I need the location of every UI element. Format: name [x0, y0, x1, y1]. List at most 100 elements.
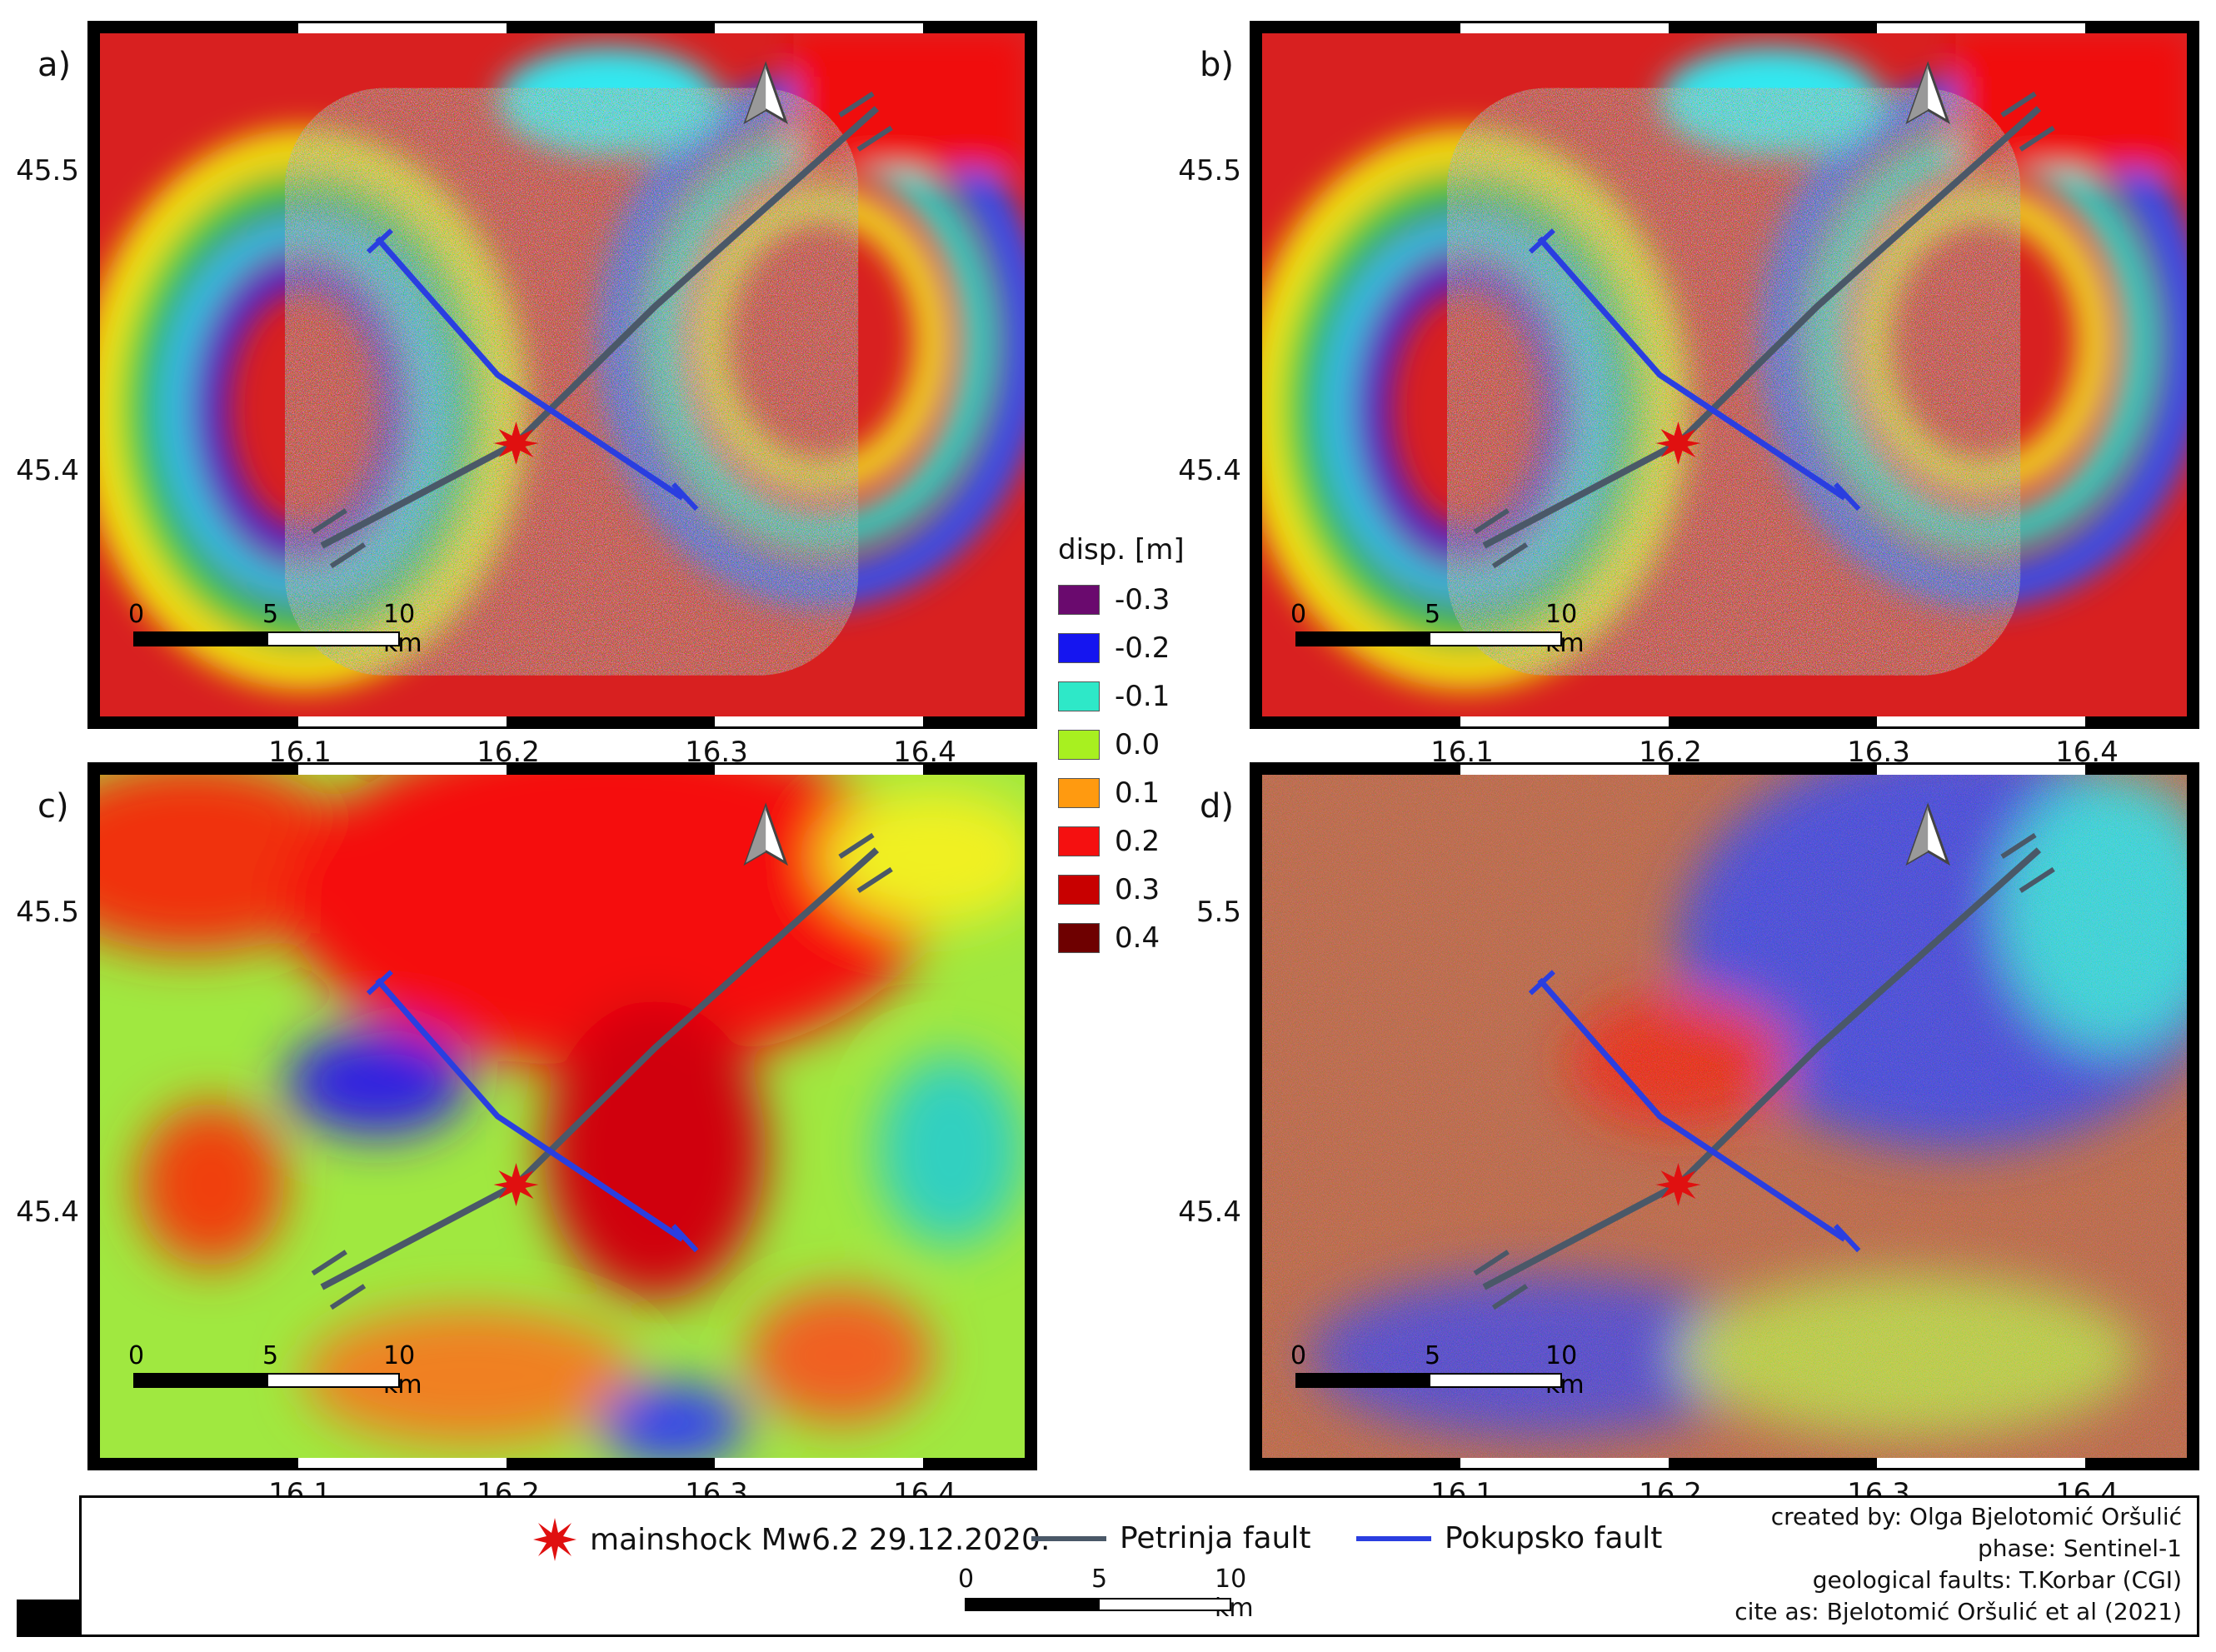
mainshock-star-icon: [1655, 1163, 1701, 1206]
credit-line: geological faults: T.Korbar (CGI): [1812, 1566, 2182, 1594]
scalebar-label-5: 5: [262, 600, 279, 629]
north-arrow-icon: [743, 61, 788, 125]
petrinja-fault-line: [1482, 106, 2042, 549]
legend-swatch: [1058, 585, 1100, 615]
legend-value: -0.2: [1115, 631, 1170, 665]
panel-label: b): [1200, 46, 1234, 84]
legend-entry: -0.1: [1058, 680, 1170, 713]
legend-swatch: [1058, 826, 1100, 856]
y-tick-label: 45.5: [1178, 154, 1241, 187]
legend-title: disp. [m]: [1058, 533, 1185, 566]
legend-swatch: [1058, 681, 1100, 711]
map-panel-b: b) 45.5 45.4 16.1 16.2 16.3 16.4 0 5 10 km: [1178, 21, 2216, 779]
legend-swatch: [1058, 923, 1100, 953]
legend-value: 0.0: [1115, 728, 1160, 761]
scalebar-label-5: 5: [1425, 1341, 1441, 1370]
scalebar-label-10: 10 km: [1545, 1341, 1585, 1400]
north-arrow-icon: [743, 802, 788, 866]
legend-pokupsko: Pokupsko fault: [1356, 1521, 1662, 1555]
credit-line: phase: Sentinel-1: [1978, 1535, 2182, 1562]
map-panel-a: a) 45.5 45.4 16.1 16.2 16.3 16.4 0 5 10 km: [16, 21, 1162, 779]
legend-swatch: [1058, 875, 1100, 905]
legend-value: -0.3: [1115, 583, 1170, 616]
displacement-map: [1262, 33, 2187, 716]
scalebar-label-0: 0: [128, 600, 145, 629]
mainshock-star-icon: [493, 422, 539, 465]
y-tick-label: 45.4: [16, 1195, 79, 1229]
legend-swatch: [1058, 730, 1100, 760]
scalebar-label-0: 0: [958, 1565, 975, 1594]
petrinja-line-icon: [1031, 1535, 1106, 1541]
panel-scalebar: 0 5 10 km: [128, 600, 422, 658]
panel-label: a): [37, 46, 72, 84]
north-arrow-icon: [1905, 61, 1950, 125]
legend-entry: 0.1: [1058, 776, 1160, 810]
pokupsko-fault-line: [375, 236, 685, 501]
panel-scalebar: 0 5 10 km: [1290, 600, 1585, 658]
legend-swatch: [1058, 633, 1100, 663]
petrinja-label: Petrinja fault: [1120, 1521, 1311, 1555]
y-tick-label: 45.4: [1178, 1195, 1241, 1229]
scalebar-label-10: 10 km: [383, 600, 422, 658]
north-arrow-icon: [1905, 802, 1950, 866]
legend-value: 0.3: [1115, 873, 1160, 906]
displacement-map: [100, 775, 1025, 1458]
scalebar-label-10: 10 km: [1215, 1565, 1254, 1623]
scalebar-label-5: 5: [262, 1341, 279, 1370]
legend-entry: 0.3: [1058, 873, 1160, 906]
petrinja-fault-line: [320, 847, 880, 1290]
map-frame: [87, 762, 1037, 1470]
mainshock-star-icon: [493, 1163, 539, 1206]
credit-line: created by: Olga Bjelotomić Oršulić: [1770, 1503, 2182, 1530]
scalebar-label-0: 0: [1290, 600, 1307, 629]
star-icon: [533, 1518, 576, 1561]
panel-label: c): [37, 787, 69, 826]
corner-block: [17, 1600, 79, 1637]
pokupsko-label: Pokupsko fault: [1445, 1521, 1663, 1555]
y-tick-label: 45.4: [1178, 454, 1241, 487]
legend-entry: -0.3: [1058, 583, 1170, 616]
map-panel-d: d) 5.5 45.4 16.1 16.2 16.3 16.4 0 5 10 km: [1178, 762, 2216, 1520]
panel-scalebar: 0 5 10 km: [1290, 1341, 1585, 1400]
legend-entry: 0.2: [1058, 825, 1160, 858]
map-frame: [87, 21, 1037, 729]
legend-value: 0.4: [1115, 921, 1160, 955]
legend-swatch: [1058, 778, 1100, 808]
panel-scalebar: 0 5 10 km: [128, 1341, 422, 1400]
legend-entry: -0.2: [1058, 631, 1170, 665]
map-frame: [1250, 21, 2199, 729]
scalebar-label-10: 10 km: [383, 1341, 422, 1400]
pokupsko-fault-line: [375, 977, 685, 1242]
y-tick-label: 5.5: [1195, 896, 1241, 929]
legend-petrinja: Petrinja fault: [1031, 1521, 1310, 1555]
petrinja-fault-line: [320, 106, 880, 549]
legend-value: -0.1: [1115, 680, 1170, 713]
y-tick-label: 45.4: [16, 454, 79, 487]
y-tick-label: 45.5: [16, 154, 79, 187]
pokupsko-fault-line: [1537, 236, 1847, 501]
map-legend-footer: mainshock Mw6.2 29.12.2020. Petrinja fau…: [79, 1495, 2199, 1637]
displacement-map: [1262, 775, 2187, 1458]
legend-entry: 0.4: [1058, 921, 1160, 955]
footer-scalebar: 0 5 10 km: [958, 1565, 1254, 1623]
map-frame: [1250, 762, 2199, 1470]
legend-entry: 0.0: [1058, 728, 1160, 761]
petrinja-fault-line: [1482, 847, 2042, 1290]
panel-label: d): [1200, 787, 1234, 826]
credit-line: cite as: Bjelotomić Oršulić et al (2021): [1734, 1598, 2182, 1625]
pokupsko-line-icon: [1356, 1535, 1431, 1541]
scalebar-label-0: 0: [1290, 1341, 1307, 1370]
scalebar-label-5: 5: [1091, 1565, 1108, 1594]
displacement-map: [100, 33, 1025, 716]
legend-value: 0.2: [1115, 825, 1160, 858]
pokupsko-fault-line: [1537, 977, 1847, 1242]
legend-mainshock: mainshock Mw6.2 29.12.2020.: [532, 1516, 1050, 1563]
scalebar-label-10: 10 km: [1545, 600, 1585, 658]
scalebar-label-5: 5: [1425, 600, 1441, 629]
scalebar-label-0: 0: [128, 1341, 145, 1370]
displacement-legend: disp. [m] -0.3 -0.2 -0.1 0.0 0.1 0.2 0.3 0.4: [1058, 533, 1208, 966]
legend-value: 0.1: [1115, 776, 1160, 810]
mainshock-star-icon: [1655, 422, 1701, 465]
mainshock-label: mainshock Mw6.2 29.12.2020.: [590, 1522, 1051, 1557]
y-tick-label: 45.5: [16, 896, 79, 929]
